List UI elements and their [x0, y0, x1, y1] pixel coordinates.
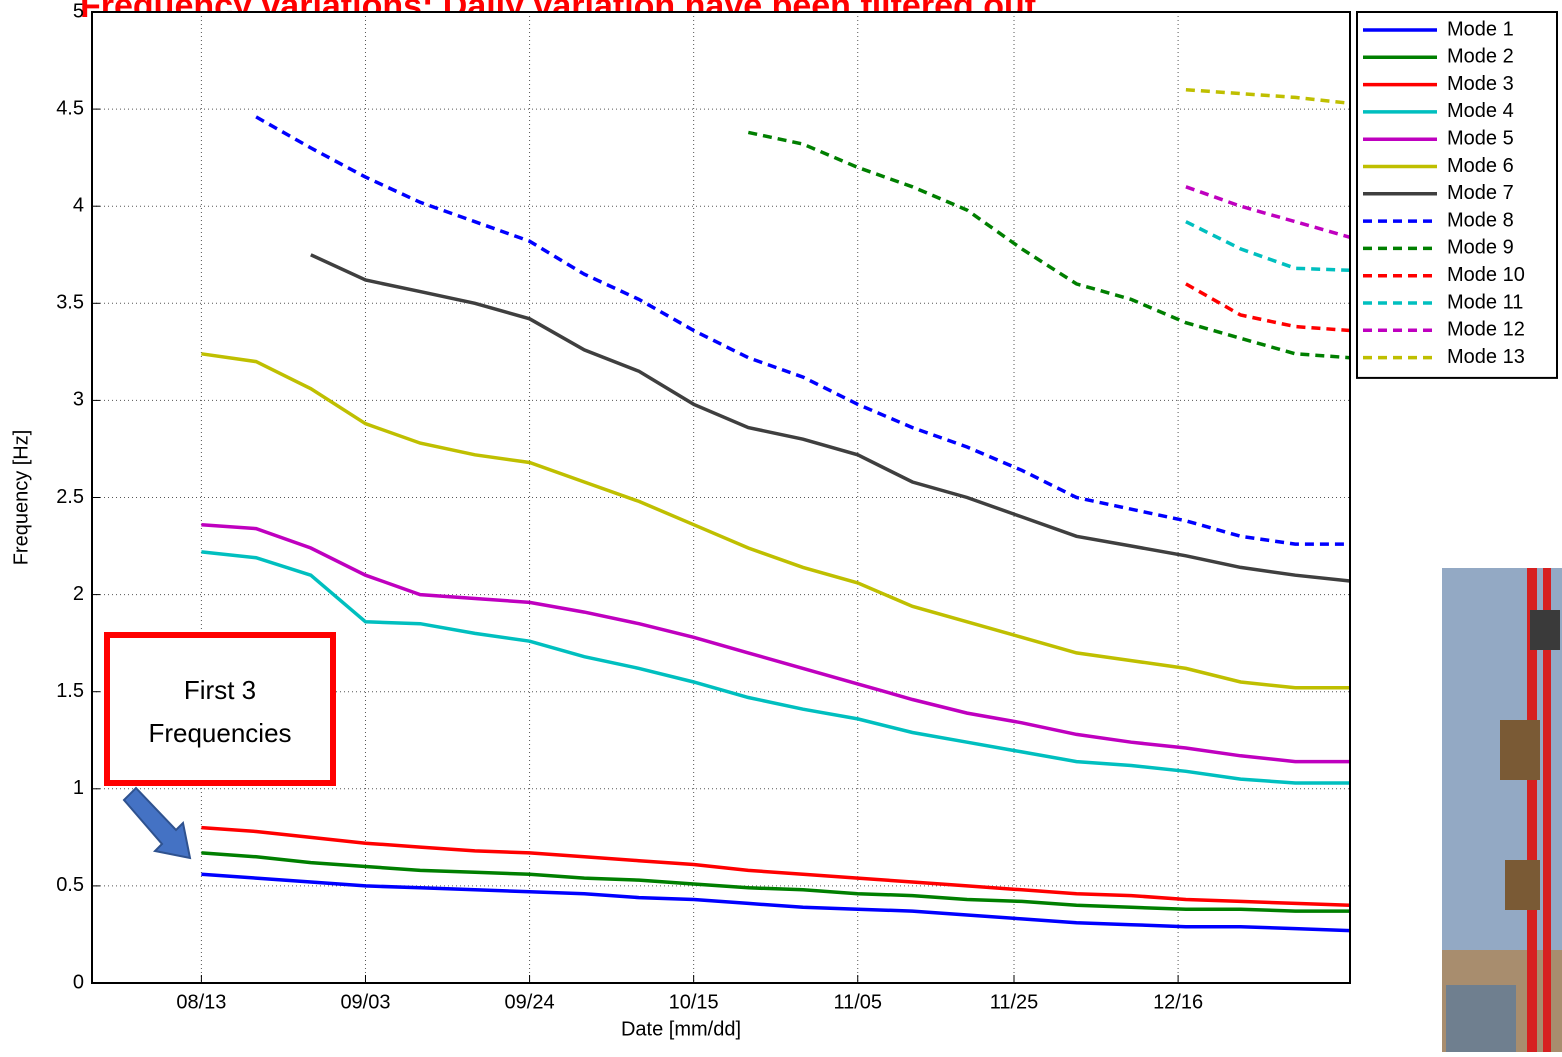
photo [1442, 568, 1562, 1052]
series-line [201, 872, 1351, 933]
series-line [201, 522, 1350, 764]
legend-label: Mode 8 [1447, 209, 1514, 231]
arrow [122, 786, 192, 860]
legend-label: Mode 7 [1447, 182, 1514, 204]
legend-label: Mode 3 [1447, 73, 1514, 95]
legend-label: Mode 5 [1447, 127, 1514, 149]
legend-label: Mode 1 [1447, 18, 1514, 40]
series-line [1185, 87, 1351, 106]
y-tick-label: 3.5 [56, 292, 84, 314]
series-line [255, 115, 1350, 546]
y-tick-label: 4.5 [56, 97, 84, 119]
legend-label: Mode 4 [1447, 100, 1514, 122]
y-tick-label: 2 [73, 583, 84, 605]
series-line [201, 825, 1351, 908]
series-line [201, 851, 1350, 913]
annotation-text: First 3 [184, 675, 256, 705]
x-tick-label: 12/16 [1153, 991, 1203, 1013]
series-line [201, 550, 1350, 785]
y-tick-label: 1.5 [56, 680, 84, 702]
x-tick-label: 09/24 [505, 991, 555, 1013]
legend-label: Mode 6 [1447, 155, 1514, 177]
series-line [1185, 185, 1351, 239]
x-axis-label: Date [mm/dd] [621, 1018, 741, 1040]
legend-label: Mode 12 [1447, 319, 1525, 341]
x-tick-label: 09/03 [340, 991, 390, 1013]
series-line [1185, 282, 1351, 333]
legend-label: Mode 10 [1447, 264, 1525, 286]
y-tick-label: 4 [73, 194, 84, 216]
y-tick-label: 0.5 [56, 874, 84, 896]
legend-label: Mode 13 [1447, 346, 1525, 368]
y-axis-label: Frequency [Hz] [10, 430, 32, 566]
x-tick-label: 11/05 [833, 991, 882, 1013]
annotation-box [104, 632, 336, 786]
legend-label: Mode 11 [1447, 291, 1523, 313]
y-tick-label: 2.5 [56, 486, 84, 508]
y-tick-label: 5 [73, 0, 84, 22]
series-line [201, 352, 1350, 690]
legend-label: Mode 9 [1447, 237, 1514, 259]
annotation-text: Frequencies [148, 718, 291, 748]
plot: 0 0.5 1 1.5 2 2.5 3 3.5 4 4.5 5 08/13 09/03 09/24 10/1… [10, 0, 1558, 1040]
series-line [1185, 220, 1351, 273]
y-tick-label: 1 [73, 777, 84, 799]
x-tick-label: 11/25 [990, 991, 1039, 1013]
y-tick-label: 0 [73, 971, 84, 993]
series-line [747, 130, 1351, 360]
y-tick-label: 3 [73, 389, 84, 411]
series-line [310, 253, 1351, 583]
x-tick-label: 08/13 [176, 991, 226, 1013]
plot-frame [91, 11, 1351, 984]
x-tick-label: 10/15 [669, 991, 719, 1013]
legend-label: Mode 2 [1447, 46, 1514, 68]
